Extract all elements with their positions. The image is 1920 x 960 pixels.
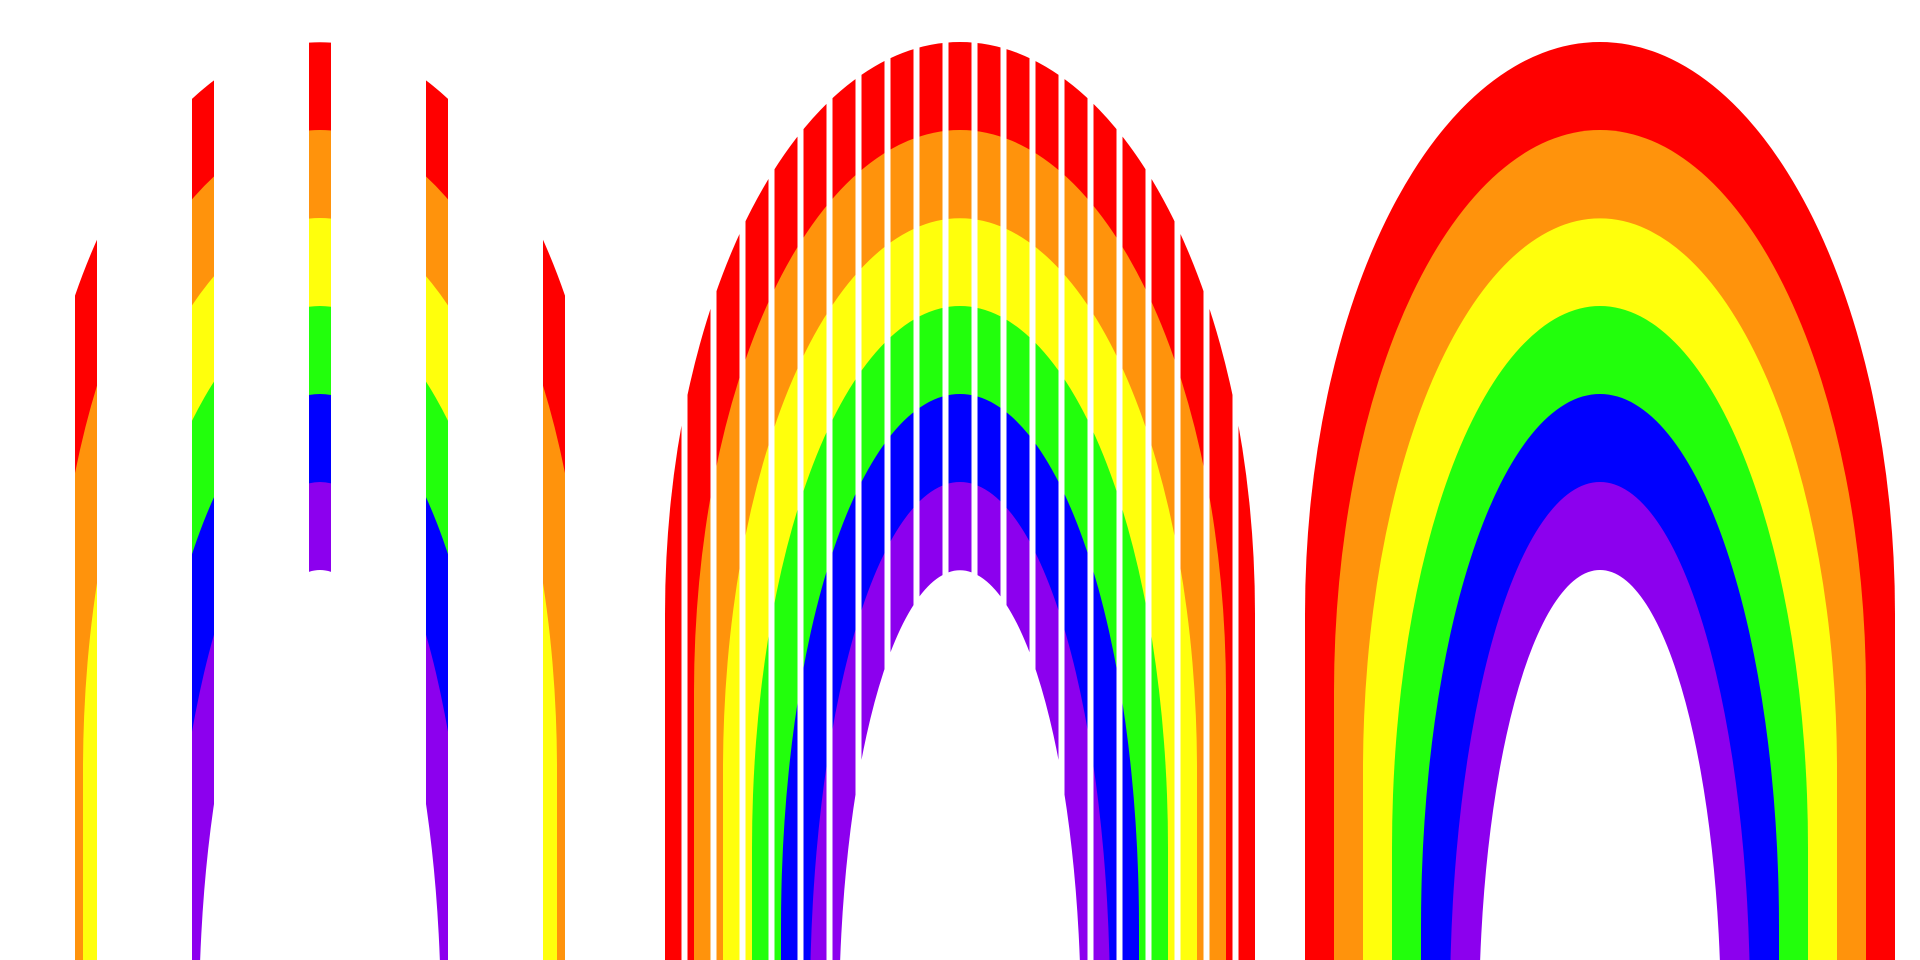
rainbow-solid-hollow — [1480, 570, 1720, 960]
rainbow-solid — [1305, 42, 1895, 960]
rainbow-thin-stripes-hollow — [839, 570, 1081, 960]
rainbow-wide-stripes-hollow — [199, 570, 441, 960]
rainbow-wide-stripes — [25, 42, 565, 960]
rainbow-thin-stripes — [665, 42, 1255, 960]
